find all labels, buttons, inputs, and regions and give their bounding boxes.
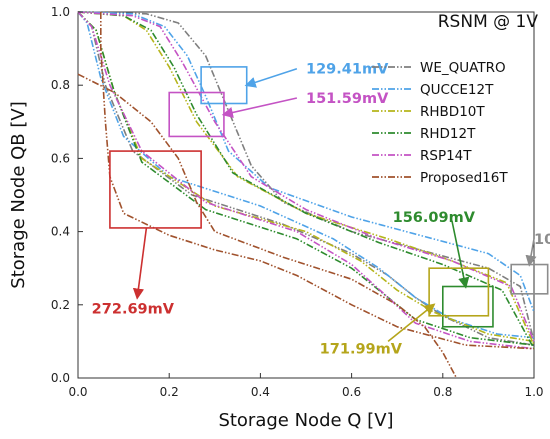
curves-layer: [77, 11, 535, 379]
legend-label: RHD12T: [420, 126, 476, 142]
y-axis-ticks: 0.0 0.2 0.4 0.6 0.8 1.0: [51, 5, 83, 385]
rsnm-arrow: [451, 220, 470, 289]
x-axis-ticks: 0.0 0.2 0.4 0.6 0.8 1.0: [68, 373, 544, 399]
rsnm-label: 171.99mV: [320, 342, 403, 358]
rsnm-label: 156.09mV: [393, 210, 476, 226]
plot-frame: [77, 11, 535, 379]
rsnm-box: [428, 267, 490, 317]
rsnm-arrow: [525, 238, 537, 267]
curve-proposed16t-2: [100, 12, 535, 350]
curve-we-quatro-1: [77, 11, 535, 342]
curve-rhd12t-2: [77, 11, 535, 346]
legend-label: Proposed16T: [420, 170, 508, 186]
curve-rsp14t-2: [77, 11, 535, 350]
y-tick-label: 0.0: [51, 371, 70, 385]
plot-area: [77, 11, 535, 379]
rsnm-arrow: [387, 303, 436, 343]
rsnm-arrow: [244, 67, 298, 88]
chart-title: RSNM @ 1V: [438, 12, 539, 32]
curve-proposed16t-1: [77, 73, 458, 379]
y-tick-label: 1.0: [51, 5, 70, 19]
rsnm-label: 272.69mV: [92, 301, 175, 317]
legend-label: RHBD10T: [420, 104, 485, 120]
rsnm-label: 106.10mV: [534, 232, 550, 248]
annotations-layer: 129.41mV 151.59mV 272.69mV 156.09mV 106.10mV…: [92, 62, 550, 358]
rsnm-box: [109, 150, 202, 229]
curve-qucce12t-1: [77, 11, 535, 313]
x-axis-title: Storage Node Q [V]: [218, 410, 393, 431]
x-tick-label: 0.8: [433, 385, 452, 399]
rsnm-arrow: [132, 227, 148, 300]
y-tick-label: 0.6: [51, 151, 70, 165]
legend-label: RSP14T: [420, 148, 472, 164]
legend-label: QUCCE12T: [420, 82, 494, 98]
rsnm-arrow: [221, 97, 298, 118]
legend: WE_QUATRO QUCCE12T RHBD10T RHD12T RSP14T Prop…: [372, 60, 508, 186]
curve-qucce12t-2: [77, 11, 535, 339]
x-tick-label: 1.0: [524, 385, 543, 399]
rsnm-label: 151.59mV: [306, 91, 389, 107]
x-tick-label: 0.0: [68, 385, 87, 399]
y-tick-label: 0.2: [51, 298, 70, 312]
x-tick-label: 0.6: [342, 385, 361, 399]
rsnm-label: 129.41mV: [306, 62, 389, 78]
y-axis-title: Storage Node QB [V]: [8, 101, 29, 288]
y-tick-label: 0.8: [51, 78, 70, 92]
x-tick-label: 0.2: [160, 385, 179, 399]
y-tick-label: 0.4: [51, 225, 70, 239]
x-tick-label: 0.4: [251, 385, 270, 399]
curve-rsp14t-1: [77, 11, 535, 342]
legend-label: WE_QUATRO: [420, 60, 506, 76]
